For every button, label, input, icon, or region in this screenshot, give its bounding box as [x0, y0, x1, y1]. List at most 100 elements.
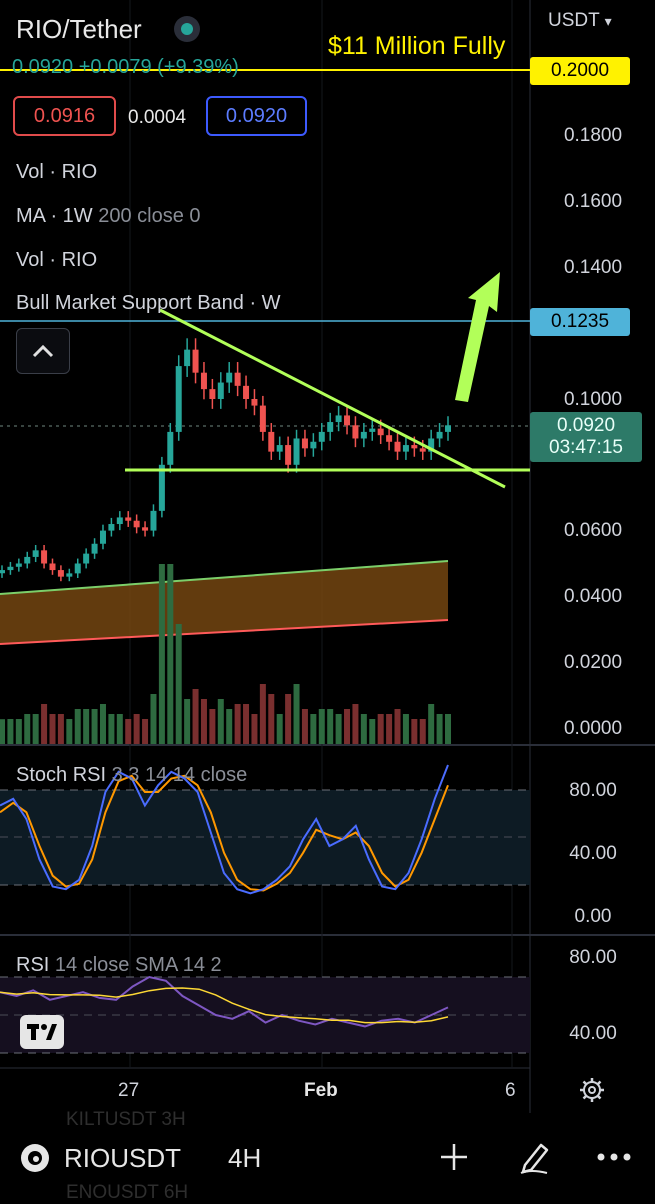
tag-0-1235[interactable]: 0.1235 — [530, 308, 630, 336]
currency-selector[interactable]: USDT ▾ — [548, 10, 612, 32]
volume-bar — [445, 714, 451, 744]
symbol-logo-icon — [21, 1144, 49, 1172]
volume-bar — [83, 709, 90, 744]
candle-body — [386, 435, 393, 442]
candle-body — [41, 550, 48, 564]
symbol-selector[interactable]: RIOUSDT — [64, 1143, 181, 1173]
legend-vol-1[interactable]: Vol · RIO — [16, 161, 98, 183]
descending-trendline[interactable] — [159, 308, 506, 489]
last-price-value: 0.0920 — [556, 415, 616, 436]
volume-bar — [436, 714, 443, 744]
legend-rsi[interactable]: RSI 14 close SMA 14 2 — [16, 954, 222, 977]
candle-body — [175, 366, 182, 432]
candle-body — [411, 445, 418, 449]
y-tick-8: 0.0000 — [563, 718, 623, 739]
candle-body — [57, 570, 64, 577]
last-price-tag[interactable]: 0.0920 03:47:15 — [530, 412, 642, 462]
interval-selector[interactable]: 4H — [228, 1143, 262, 1173]
drawing-pen-icon[interactable] — [517, 1139, 553, 1175]
volume-bar — [0, 719, 5, 744]
candle-body — [200, 372, 207, 390]
sell-price-button[interactable]: 0.0916 — [13, 96, 116, 136]
candle-body — [66, 573, 73, 577]
rsi-tick-80: 80.00 — [569, 947, 617, 968]
volume-bar — [184, 699, 191, 744]
candle-body — [116, 517, 123, 525]
candle-body — [217, 382, 224, 399]
bottom-toolbar: KILTUSDT 3H ENOUSDT 6H RIOUSDT 4H — [0, 1109, 655, 1203]
legend-stoch-rsi[interactable]: Stoch RSI 3 3 14 14 close — [16, 764, 247, 787]
volume-bar — [259, 684, 266, 744]
y-tick-6: 0.0400 — [563, 586, 623, 607]
candle-body — [276, 445, 283, 452]
y-tick-1: 0.1600 — [563, 191, 623, 212]
candles — [0, 338, 451, 582]
y-tick-3: 0.1000 — [563, 389, 623, 410]
settings-gear-icon[interactable] — [578, 1076, 606, 1104]
chart-annotation[interactable]: $11 Million Fully — [328, 32, 506, 60]
volume-bar — [91, 709, 98, 744]
candle-body — [335, 415, 342, 423]
volume-bar — [175, 624, 182, 744]
volume-bar — [99, 704, 106, 744]
volume-bar — [318, 709, 325, 744]
x-tick-feb: Feb — [304, 1080, 338, 1101]
more-options-icon[interactable] — [596, 1151, 632, 1163]
volume-bar — [335, 714, 342, 744]
breakout-arrow[interactable] — [455, 272, 500, 402]
pair-title[interactable]: RIO/Tether — [16, 14, 142, 44]
candle-body — [125, 517, 132, 521]
tag-0-2000[interactable]: 0.2000 — [530, 57, 630, 85]
candle-body — [91, 543, 98, 554]
chevron-up-icon — [32, 344, 54, 358]
candle-body — [293, 438, 300, 465]
volume-bars — [0, 564, 451, 744]
volume-bar — [142, 719, 149, 744]
band-lower-line — [0, 619, 449, 645]
candle-body — [24, 556, 31, 564]
legend-band[interactable]: Bull Market Support Band · W — [16, 292, 281, 314]
legend-vol-2[interactable]: Vol · RIO — [16, 249, 98, 271]
candle-body — [243, 385, 250, 399]
volume-bar — [243, 704, 250, 744]
candle-body — [436, 431, 443, 439]
add-plus-icon[interactable] — [438, 1141, 470, 1173]
candle-body — [184, 349, 191, 367]
candle-body — [7, 566, 14, 571]
candle-body — [0, 570, 5, 574]
candle-body — [158, 464, 165, 511]
volume-bar — [344, 709, 351, 744]
candle-countdown: 03:47:15 — [549, 437, 623, 458]
y-tick-5: 0.0600 — [563, 520, 623, 541]
candle-body — [99, 530, 106, 544]
volume-bar — [276, 714, 283, 744]
y-tick-0: 0.1800 — [563, 125, 623, 146]
bull-market-band[interactable] — [0, 561, 448, 644]
volume-bar — [217, 699, 224, 744]
legend-ma-params: 200 close 0 — [98, 205, 201, 227]
candle-body — [310, 441, 317, 449]
volume-bar — [116, 714, 123, 744]
volume-bar — [360, 714, 367, 744]
candle-body — [150, 510, 157, 531]
stoch-tick-80: 80.00 — [569, 780, 617, 801]
tradingview-logo-icon[interactable] — [20, 1015, 64, 1049]
volume-bar — [74, 709, 81, 744]
collapse-legend-button[interactable] — [16, 328, 70, 374]
volume-bar — [133, 714, 140, 744]
candle-body — [133, 520, 140, 528]
legend-ma[interactable]: MA · 1W 200 close 0 — [16, 205, 201, 228]
candle-body — [259, 405, 266, 432]
volume-bar — [200, 699, 207, 744]
candle-body — [445, 425, 451, 432]
volume-bar — [150, 694, 157, 744]
candle-body — [402, 445, 409, 452]
volume-bar — [377, 714, 384, 744]
buy-price-button[interactable]: 0.0920 — [206, 96, 307, 136]
stoch-k-line — [0, 764, 449, 895]
legend-rsi-name: RSI — [16, 954, 50, 976]
chevron-down-icon: ▾ — [604, 13, 612, 29]
volume-bar — [209, 709, 216, 744]
rsi-line — [0, 975, 449, 1028]
